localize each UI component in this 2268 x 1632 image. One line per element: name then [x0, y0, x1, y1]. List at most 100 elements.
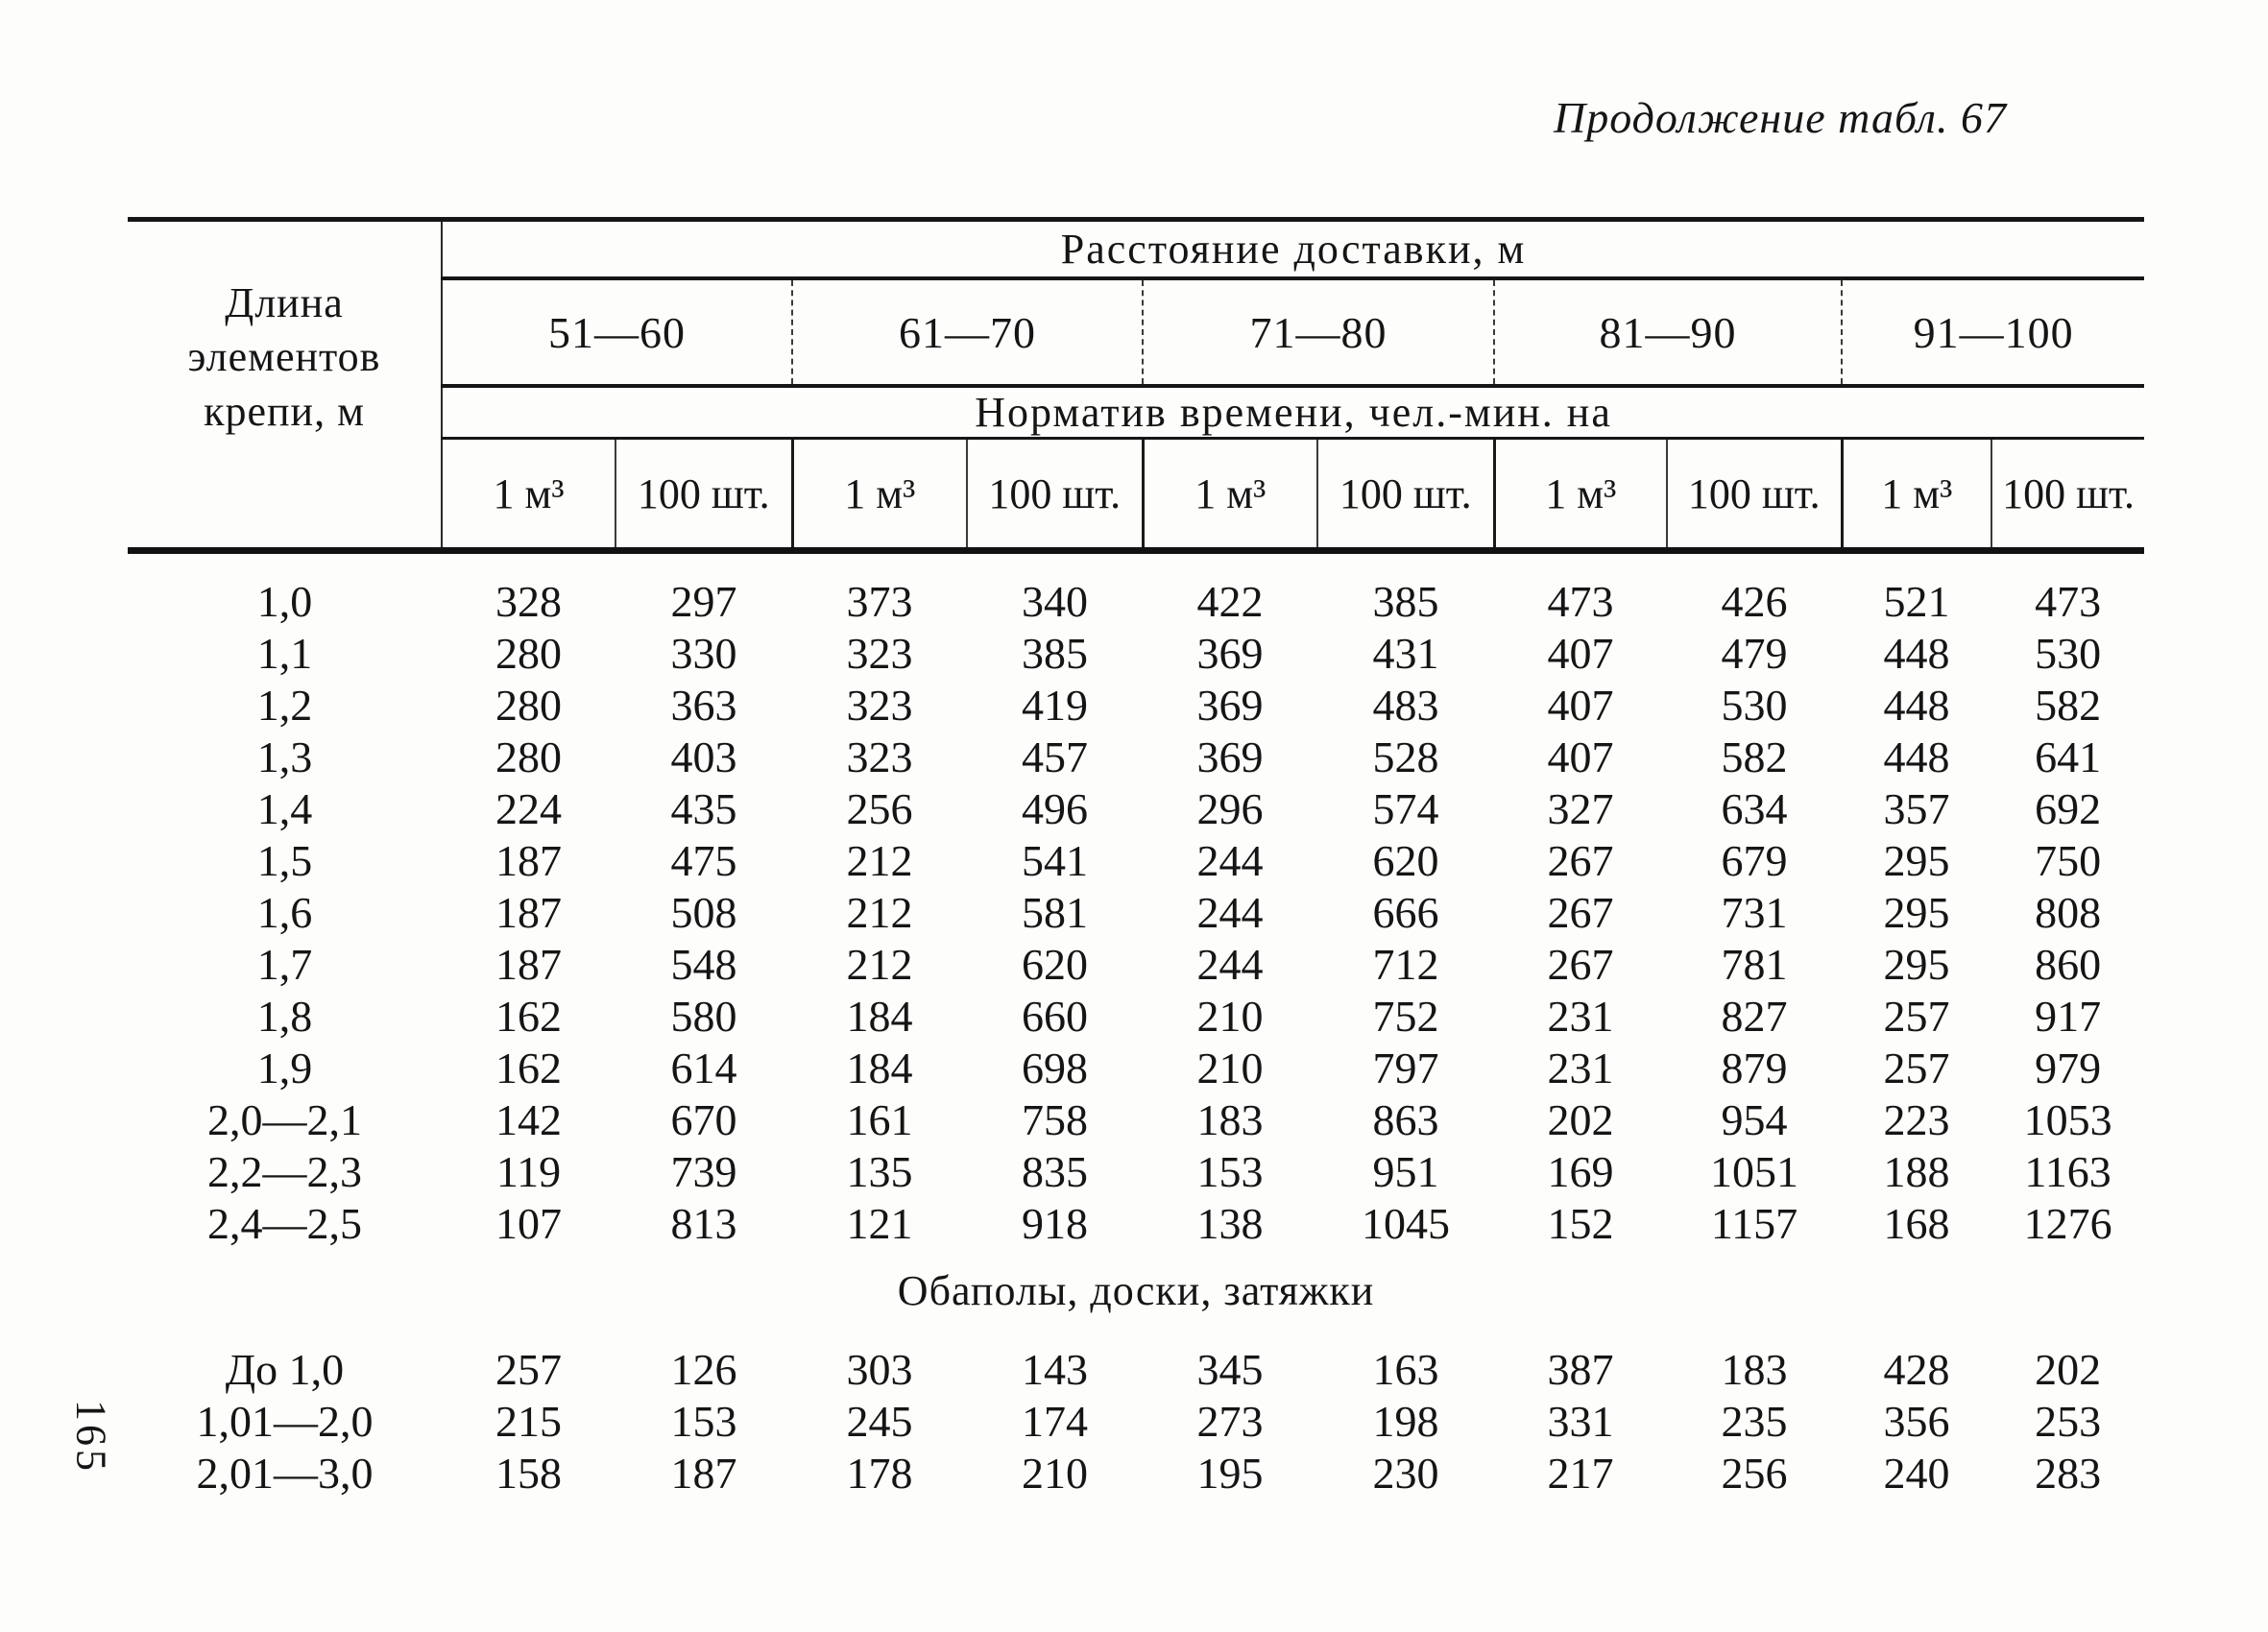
table-cell: 212	[846, 939, 913, 989]
row-label: 2,4—2,5	[207, 1198, 362, 1248]
table-cell: 660	[1022, 991, 1088, 1041]
table-cell: 297	[670, 576, 737, 626]
table-row: 1,3 280 403 323 457 369 528 407 582 448 641	[128, 731, 2144, 782]
row-label: 2,01—3,0	[196, 1448, 374, 1498]
table-cell: 330	[670, 628, 737, 678]
table-cell: 198	[1372, 1396, 1439, 1446]
table-cell: 235	[1721, 1396, 1788, 1446]
unit-100pcs-col8: 100 шт.	[1666, 438, 1842, 554]
row-label: 1,9	[256, 1043, 313, 1092]
table-row: 2,01—3,0 158 187 178 210 195 230 217 256 240 283	[128, 1447, 2144, 1499]
row-label: 1,4	[256, 783, 313, 833]
table-cell: 385	[1372, 576, 1439, 626]
range-61-70: 61—70	[791, 278, 1143, 388]
table-cell: 731	[1721, 887, 1788, 937]
table-row: 1,7 187 548 212 620 244 712 267 781 295 860	[128, 938, 2144, 990]
table-cell: 267	[1547, 835, 1614, 885]
table-cell: 187	[495, 887, 562, 937]
table-row: 2,0—2,1 142 670 161 758 183 863 202 954 223 1053	[128, 1093, 2144, 1145]
table-cell: 835	[1022, 1146, 1088, 1196]
table-cell: 210	[1022, 1448, 1088, 1498]
table-cell: 178	[846, 1448, 913, 1498]
table-cell: 917	[2035, 991, 2102, 1041]
time-standard-header: Норматив времени, чел.-мин. на	[442, 386, 2145, 440]
table-cell: 162	[495, 1043, 562, 1092]
table-cell: 174	[1022, 1396, 1088, 1446]
table-cell: 231	[1547, 991, 1614, 1041]
table-row: 2,4—2,5 107 813 121 918 138 1045 152 1157 168 1276	[128, 1197, 2144, 1249]
table-cell: 634	[1721, 783, 1788, 833]
table-row: До 1,0 257 126 303 143 345 163 387 183 428 202	[128, 1343, 2144, 1395]
unit-100pcs-col2: 100 шт.	[615, 438, 792, 554]
table-cell: 184	[846, 991, 913, 1041]
table-cell: 257	[495, 1344, 562, 1394]
table-cell: 954	[1721, 1094, 1788, 1144]
table-row: 1,9 162 614 184 698 210 797 231 879 257 979	[128, 1042, 2144, 1093]
table-cell: 752	[1372, 991, 1439, 1041]
table-cell: 244	[1196, 835, 1264, 885]
table-cell: 161	[846, 1094, 913, 1144]
table-cell: 121	[846, 1198, 913, 1248]
table-cell: 574	[1372, 783, 1439, 833]
row-label: 1,2	[256, 680, 313, 730]
table-header: Длина элементов крепи, м Расстояние дост…	[128, 217, 2145, 554]
range-51-60: 51—60	[442, 278, 792, 388]
table-cell: 169	[1547, 1146, 1614, 1196]
row-label: 1,3	[256, 732, 313, 781]
table-cell: 448	[1883, 680, 1950, 730]
table-cell: 240	[1883, 1448, 1950, 1498]
table-cell: 183	[1196, 1094, 1264, 1144]
distance-header: Расстояние доставки, м	[442, 217, 2145, 280]
unit-m3-col7: 1 м³	[1492, 438, 1667, 554]
table-cell: 692	[2035, 783, 2102, 833]
table-cell: 340	[1022, 576, 1088, 626]
table-cell: 223	[1883, 1094, 1950, 1144]
table-cell: 580	[670, 991, 737, 1041]
range-81-90: 81—90	[1493, 278, 1842, 388]
table-cell: 521	[1883, 576, 1950, 626]
table-row: 1,5 187 475 212 541 244 620 267 679 295 750	[128, 834, 2144, 886]
table-cell: 345	[1196, 1344, 1264, 1394]
table-cell: 426	[1721, 576, 1788, 626]
table-cell: 918	[1022, 1198, 1088, 1248]
table-cell: 280	[495, 628, 562, 678]
table-cell: 548	[670, 939, 737, 989]
table-cell: 187	[495, 835, 562, 885]
table-cell: 435	[670, 783, 737, 833]
table-cell: 230	[1372, 1448, 1439, 1498]
row-label: 1,0	[256, 576, 313, 626]
table-row: 1,8 162 580 184 660 210 752 231 827 257 917	[128, 990, 2144, 1042]
table-cell: 448	[1883, 628, 1950, 678]
table-cell: 979	[2035, 1043, 2102, 1092]
table-row: 1,1 280 330 323 385 369 431 407 479 448 530	[128, 627, 2144, 679]
table-cell: 126	[670, 1344, 737, 1394]
table-cell: 331	[1547, 1396, 1614, 1446]
row-label: 1,7	[256, 939, 313, 989]
table-cell: 1045	[1362, 1198, 1450, 1248]
table-cell: 530	[2035, 628, 2102, 678]
table-cell: 202	[2035, 1344, 2102, 1394]
unit-m3-col1: 1 м³	[442, 438, 615, 554]
table-row: 1,2 280 363 323 419 369 483 407 530 448 582	[128, 679, 2144, 731]
table-cell: 582	[2035, 680, 2102, 730]
table-cell: 296	[1196, 783, 1264, 833]
table-cell: 431	[1372, 628, 1439, 678]
table-row: 1,01—2,0 215 153 245 174 273 198 331 235 356 253	[128, 1395, 2144, 1447]
table-row: 2,2—2,3 119 739 135 835 153 951 169 1051 188 1163	[128, 1145, 2144, 1197]
table-cell: 363	[670, 680, 737, 730]
table-cell: 641	[2035, 732, 2102, 781]
table-cell: 483	[1372, 680, 1439, 730]
table-cell: 256	[846, 783, 913, 833]
table-cell: 158	[495, 1448, 562, 1498]
table-body: 1,0 328 297 373 340 422 385 473 426 521 473 1,1 280 3…	[128, 551, 2144, 1500]
table-cell: 666	[1372, 887, 1439, 937]
table-cell: 142	[495, 1094, 562, 1144]
table-cell: 253	[2035, 1396, 2102, 1446]
table-cell: 224	[495, 783, 562, 833]
unit-m3-col5: 1 м³	[1141, 438, 1317, 554]
table-cell: 448	[1883, 732, 1950, 781]
table-cell: 257	[1883, 1043, 1950, 1092]
table-cell: 187	[670, 1448, 737, 1498]
stub-header: Длина элементов крепи, м	[128, 217, 443, 554]
